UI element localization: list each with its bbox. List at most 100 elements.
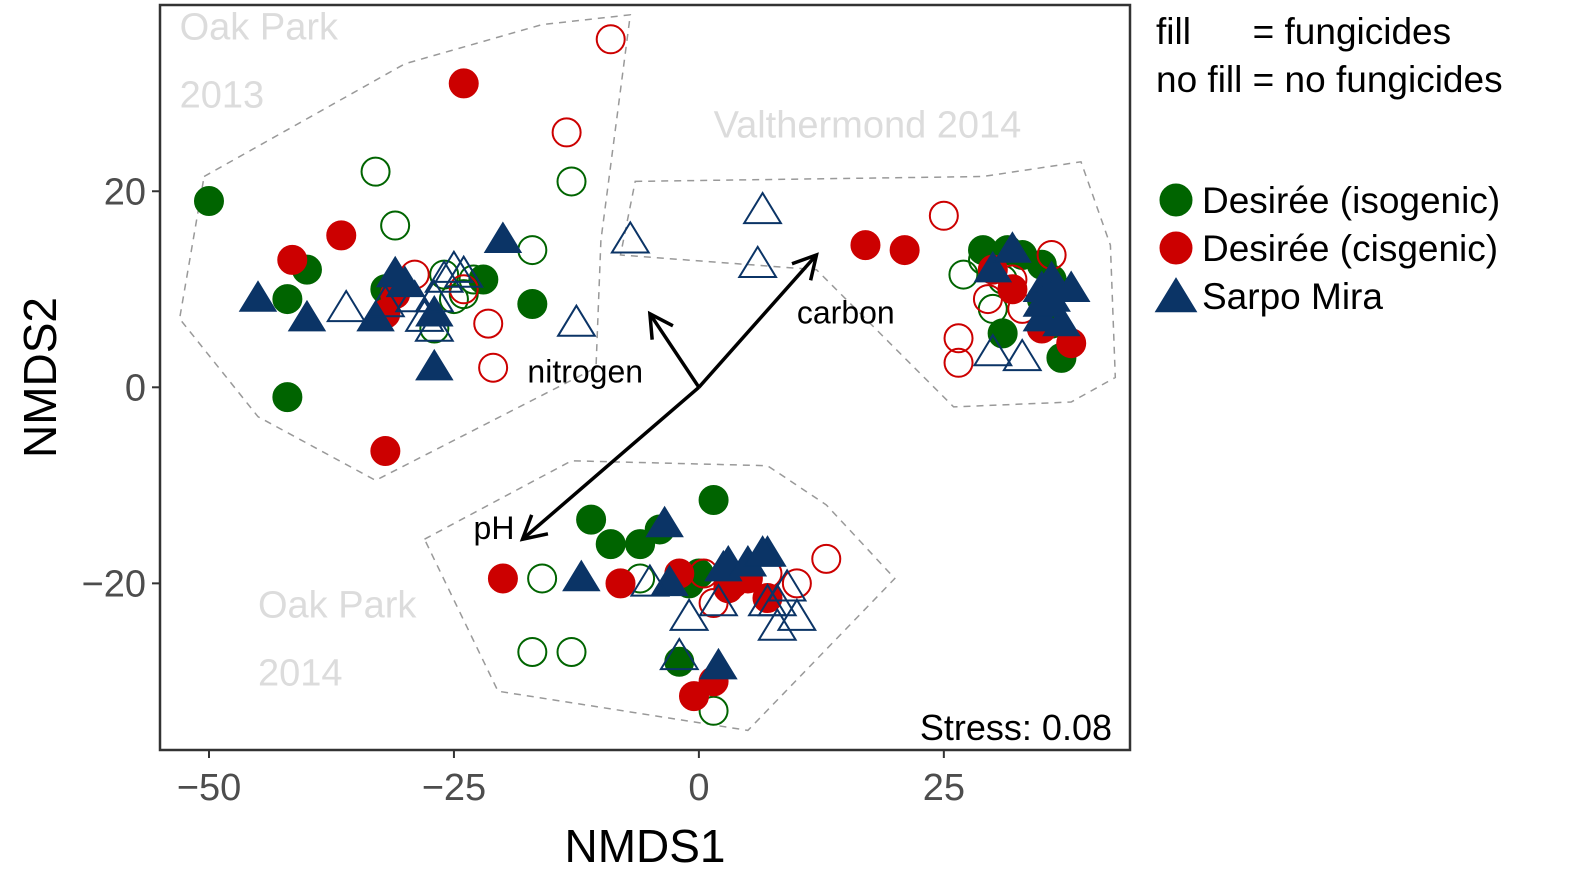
y-axis-title: NMDS2: [14, 297, 66, 458]
data-point: [757, 583, 798, 617]
data-point: [517, 636, 548, 667]
vector-label: nitrogen: [527, 353, 643, 389]
legend-label: Desirée (cisgenic): [1202, 228, 1498, 269]
data-point: [605, 568, 636, 599]
legend-item-isogenic: Desirée (isogenic): [1159, 180, 1500, 221]
data-point: [650, 564, 689, 597]
region-hull: [423, 460, 896, 732]
data-point: [448, 68, 479, 99]
data-point: [610, 220, 651, 254]
data-point: [668, 597, 710, 631]
vector-arrowhead: [519, 514, 549, 542]
data-point: [576, 504, 607, 535]
data-point: [948, 259, 979, 290]
data-point: [889, 235, 920, 266]
data-point: [757, 607, 798, 641]
data-point: [478, 352, 509, 383]
points-layer: [193, 24, 1091, 726]
data-point: [415, 348, 454, 381]
series-isogenic-open: [360, 156, 1018, 726]
data-point: [562, 559, 601, 592]
legend-key: [1154, 277, 1198, 313]
legend: fill = fungicides no fill = no fungicides…: [1154, 11, 1503, 317]
legend-key: [1159, 183, 1193, 217]
data-point: [629, 563, 671, 597]
data-point: [943, 347, 974, 378]
y-tick-label: 0: [125, 367, 146, 409]
region-label: Valthermond 2014: [714, 104, 1022, 146]
region-hull: [178, 13, 632, 482]
data-point: [414, 308, 455, 342]
series-sarpo-filled: [238, 221, 1091, 680]
data-point: [365, 284, 406, 318]
series-sarpo-open: [326, 191, 1043, 671]
data-point: [743, 535, 782, 567]
region-hull: [619, 160, 1117, 408]
data-point: [850, 230, 881, 261]
env-vectors-layer: carbon nitrogen pH: [474, 252, 895, 546]
vector-label: carbon: [797, 295, 895, 331]
data-point: [1042, 304, 1081, 337]
data-point: [811, 543, 842, 574]
region-hulls-layer: [178, 13, 1117, 732]
data-point: [972, 284, 1003, 315]
data-point: [928, 200, 959, 231]
data-point: [193, 186, 224, 217]
stress-label: Stress: 0.08: [920, 707, 1112, 748]
data-point: [659, 637, 700, 671]
data-point: [433, 249, 475, 283]
data-point: [238, 280, 278, 312]
data-point: [943, 323, 974, 354]
legend-label: Sarpo Mira: [1202, 276, 1383, 317]
vector-line: [648, 312, 701, 389]
x-axis-title: NMDS1: [564, 820, 725, 872]
data-point: [1022, 285, 1062, 317]
data-point: [556, 166, 587, 197]
region-label: 2014: [258, 653, 343, 695]
data-point: [742, 191, 783, 225]
data-point: [370, 436, 401, 467]
data-point: [448, 274, 479, 305]
legend-label: Desirée (isogenic): [1202, 180, 1500, 221]
data-point: [1052, 270, 1091, 302]
data-point: [517, 288, 548, 319]
data-point: [527, 563, 558, 594]
data-point: [277, 244, 308, 275]
vector-arrowhead: [647, 310, 674, 340]
x-tick-label: −25: [422, 767, 486, 809]
region-label: 2013: [180, 74, 265, 116]
data-point: [287, 299, 327, 332]
fill-note-line: fill = fungicides: [1156, 11, 1451, 52]
data-point: [394, 279, 435, 313]
plot-panel-border: [158, 3, 1132, 752]
data-point: [698, 485, 729, 516]
vector-nitrogen: nitrogen: [527, 310, 701, 389]
data-point: [458, 264, 489, 295]
data-point: [664, 646, 695, 677]
data-point: [595, 24, 626, 55]
y-tick-label: −20: [82, 563, 146, 605]
data-point: [487, 563, 518, 594]
data-point: [483, 221, 523, 253]
data-point: [645, 505, 684, 538]
data-point: [698, 583, 739, 617]
data-point: [380, 210, 411, 241]
data-point: [698, 587, 729, 618]
data-point: [698, 695, 729, 726]
region-label: Oak Park: [180, 6, 339, 48]
data-point: [326, 289, 367, 323]
vector-pH: pH: [474, 385, 701, 546]
legend-item-sarpo: Sarpo Mira: [1154, 276, 1383, 317]
x-tick-label: 25: [923, 767, 965, 809]
data-point: [517, 235, 548, 266]
data-point: [404, 298, 445, 332]
data-point: [973, 250, 1013, 283]
data-point: [972, 333, 1013, 367]
region-labels-layer: Oak Park 2013 Valthermond 2014 Oak Park 2014: [180, 6, 1022, 694]
data-point: [272, 382, 303, 413]
data-point: [272, 284, 303, 315]
x-tick-label: 0: [688, 767, 709, 809]
y-tick-label: 20: [104, 171, 146, 213]
data-point: [551, 117, 582, 148]
